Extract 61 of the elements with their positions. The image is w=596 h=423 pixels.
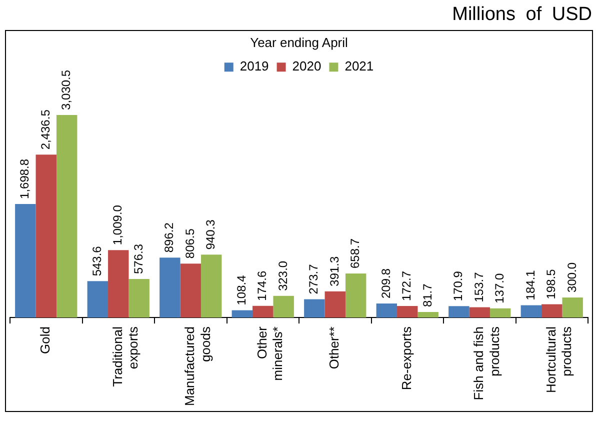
- data-label: 896.2: [162, 222, 176, 253]
- data-label: 543.6: [90, 246, 104, 276]
- bar: [56, 114, 78, 318]
- x-tick-label: Re-exports: [398, 326, 414, 390]
- data-label: 172.7: [400, 270, 414, 301]
- legend-title: Year ending April: [250, 35, 348, 50]
- bar: [448, 306, 470, 318]
- x-tick-label: Gold: [38, 326, 53, 354]
- data-label: 391.3: [327, 256, 342, 286]
- bar: [345, 273, 366, 318]
- bar: [273, 296, 294, 318]
- x-tick-label: Other**: [326, 326, 342, 370]
- data-label: 174.6: [255, 270, 270, 301]
- data-label: 209.8: [378, 268, 393, 298]
- chart-title: Millions of USD: [452, 4, 592, 26]
- bar: [490, 308, 511, 318]
- bar: [562, 297, 583, 318]
- legend-label: 2019: [240, 58, 269, 74]
- bar: [304, 299, 325, 318]
- bar: [252, 306, 274, 318]
- x-tick-label: Manufactured goods: [182, 326, 213, 406]
- bar: [128, 278, 150, 318]
- legend-label: 2020: [292, 58, 322, 74]
- data-label: 273.7: [306, 264, 321, 294]
- data-label: 3,030.5: [59, 70, 74, 110]
- bar: [87, 281, 108, 318]
- bar: [108, 250, 129, 318]
- data-label: 137.0: [492, 272, 507, 304]
- x-tick-label: Hortcultural products: [543, 326, 574, 393]
- data-label: 184.1: [523, 270, 538, 300]
- data-label: 1,009.0: [110, 204, 125, 246]
- bar: [376, 303, 398, 318]
- bar: [160, 258, 180, 318]
- bar: [542, 304, 562, 318]
- x-tick-label: Traditional exports: [110, 326, 141, 387]
- bar: [15, 204, 36, 318]
- bar: [200, 254, 222, 318]
- x-tick-label: Other minerals*: [254, 326, 286, 381]
- bar: [324, 291, 346, 318]
- data-label: 153.7: [472, 272, 486, 302]
- data-label: 198.5: [544, 268, 558, 300]
- x-tick-label: Fish and fish products: [471, 326, 502, 400]
- bar: [469, 307, 490, 318]
- data-label: 300.0: [564, 262, 579, 292]
- bar: [180, 264, 201, 318]
- bar: [520, 305, 542, 318]
- data-label: 81.7: [420, 283, 434, 308]
- data-label: 323.0: [276, 260, 290, 291]
- bar: [418, 312, 438, 318]
- bar: [397, 306, 418, 318]
- data-label: 108.4: [234, 274, 248, 306]
- data-label: 806.5: [182, 228, 197, 259]
- data-label: 170.9: [451, 270, 466, 302]
- bar: [232, 310, 253, 318]
- bar: [36, 154, 56, 318]
- data-label: 658.7: [348, 238, 362, 268]
- data-label: 940.3: [204, 219, 218, 250]
- data-label: 1,698.8: [18, 158, 32, 199]
- data-label: 576.3: [131, 244, 146, 274]
- legend-label: 2021: [344, 58, 374, 74]
- data-label: 2,436.5: [38, 109, 52, 150]
